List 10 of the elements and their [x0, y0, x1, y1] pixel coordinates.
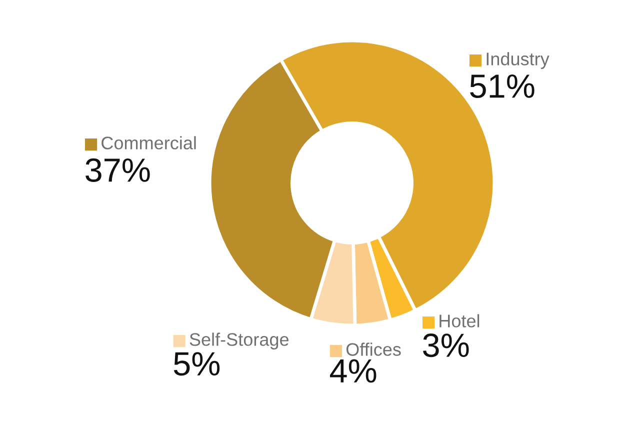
legend-label: Self-Storage	[190, 332, 289, 350]
legend-label: Industry	[486, 52, 550, 69]
data-label: 3%	[423, 334, 469, 358]
legend-label: Offices	[346, 342, 401, 356]
data-label: 4%	[330, 359, 376, 383]
legend-label: Commercial	[102, 136, 196, 150]
legend-label: Hotel	[440, 314, 480, 328]
data-label: 5%	[174, 352, 220, 376]
data-label: 51%	[470, 74, 534, 98]
data-label: 37%	[86, 158, 150, 182]
